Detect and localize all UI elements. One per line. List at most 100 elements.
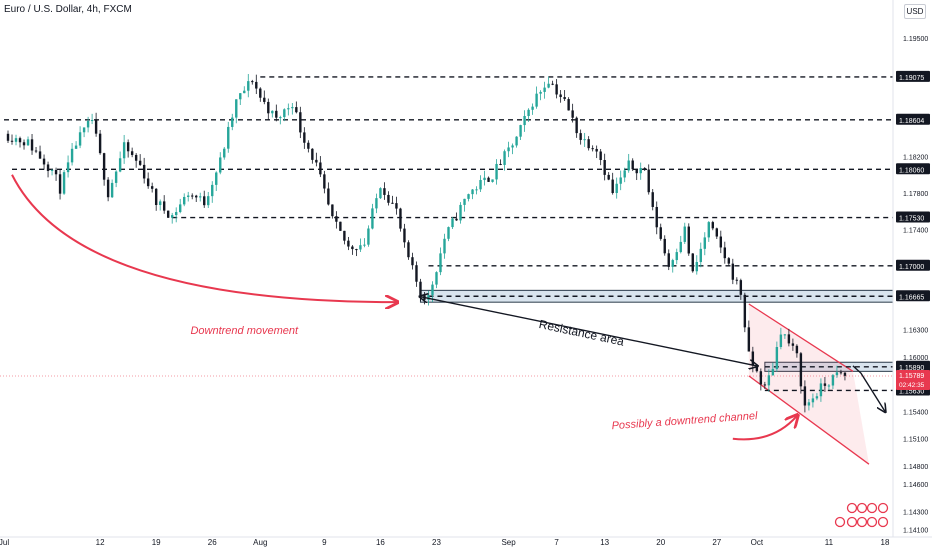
candle-body <box>543 87 546 92</box>
candle-body <box>695 262 698 272</box>
candle-body <box>779 334 783 348</box>
economic-event-icon[interactable] <box>856 516 868 528</box>
arrow-2 <box>852 365 885 412</box>
candle-body <box>347 240 350 247</box>
candle-body <box>211 184 214 197</box>
candle-body <box>587 139 590 149</box>
candle-body <box>783 334 787 336</box>
candle-body <box>138 160 142 165</box>
candle-body <box>819 383 823 397</box>
candle-body <box>311 148 314 160</box>
candle-body <box>771 369 775 376</box>
economic-event-icon[interactable] <box>866 502 878 514</box>
candle-body <box>142 164 146 179</box>
candle-body <box>215 172 218 185</box>
level-tag-label: 1.15630 <box>899 388 924 395</box>
candle-body <box>335 216 338 222</box>
candle-body <box>479 180 482 190</box>
candle-body <box>251 81 254 83</box>
candle-body <box>831 375 835 386</box>
candle-body <box>42 158 46 165</box>
plot-area <box>0 0 893 537</box>
currency-button[interactable]: USD <box>904 4 926 19</box>
candle-body <box>162 201 166 211</box>
level-tag-label: 1.15890 <box>899 365 924 372</box>
candle-body <box>174 212 178 216</box>
candle-body <box>34 150 38 152</box>
candle-body <box>158 201 162 205</box>
candle-body <box>98 133 102 154</box>
candle-body <box>579 133 582 140</box>
candle-body <box>54 169 58 175</box>
candle-body <box>655 206 658 228</box>
candle-body <box>379 188 382 199</box>
candle-body <box>371 208 374 229</box>
candle-body <box>355 249 358 251</box>
candle-body <box>679 241 682 253</box>
candle-body <box>22 142 26 146</box>
candle-body <box>683 226 686 242</box>
candle-body <box>82 127 86 133</box>
candle-body <box>70 148 74 163</box>
candle-body <box>387 194 390 203</box>
candle-body <box>315 159 318 163</box>
candle-body <box>195 195 198 198</box>
candle-body <box>459 204 462 221</box>
y-tick-label: 1.14100 <box>903 528 928 535</box>
candle-body <box>287 108 290 110</box>
economic-event-icon[interactable] <box>834 516 846 528</box>
candle-body <box>94 120 98 134</box>
channel-fill <box>748 303 869 465</box>
x-tick-label: Aug <box>253 538 267 547</box>
candle-body <box>483 177 486 181</box>
x-tick-label: 16 <box>376 538 385 547</box>
candle-body <box>723 247 727 259</box>
countdown-label: 02:42:35 <box>899 382 925 389</box>
candle-body <box>547 83 550 88</box>
candle-body <box>134 154 138 161</box>
economic-event-icon[interactable] <box>846 502 858 514</box>
x-tick-label: 9 <box>322 538 327 547</box>
economic-event-icon[interactable] <box>877 516 889 528</box>
candle-body <box>130 151 134 155</box>
candle-body <box>763 384 767 386</box>
candle-body <box>743 294 747 328</box>
candle-body <box>191 195 194 197</box>
candle-body <box>623 170 626 178</box>
x-tick-label: Jul <box>0 538 9 547</box>
candle-body <box>74 145 78 149</box>
y-tick-label: 1.15400 <box>903 409 928 416</box>
candle-body <box>263 97 266 102</box>
candle-body <box>491 179 494 182</box>
candle-body <box>150 186 154 189</box>
candle-body <box>711 222 714 229</box>
economic-event-icon[interactable] <box>866 516 878 528</box>
candle-body <box>803 386 807 406</box>
candle-body <box>583 139 586 141</box>
candle-body <box>102 153 106 180</box>
candle-body <box>231 117 234 127</box>
economic-event-icon[interactable] <box>856 502 868 514</box>
candle-body <box>275 110 278 118</box>
candle-body <box>271 110 274 114</box>
x-tick-label: 12 <box>96 538 105 547</box>
candle-body <box>351 246 354 250</box>
candle-body <box>731 263 735 280</box>
x-tick-label: 27 <box>712 538 721 547</box>
economic-event-icon[interactable] <box>877 502 889 514</box>
candle-body <box>671 260 674 267</box>
candle-body <box>751 351 755 366</box>
y-tick-label: 1.16300 <box>903 327 928 334</box>
candle-body <box>146 178 150 187</box>
economic-event-icon[interactable] <box>846 516 858 528</box>
level-tag-4 <box>896 259 930 271</box>
x-tick-label: 23 <box>432 538 441 547</box>
candle-body <box>411 257 414 266</box>
candle-body <box>563 97 566 100</box>
candle-body <box>118 158 122 172</box>
y-tick-label: 1.17400 <box>903 227 928 234</box>
candle-body <box>114 171 118 183</box>
x-tick-label: 13 <box>600 538 609 547</box>
candle-body <box>319 162 322 175</box>
